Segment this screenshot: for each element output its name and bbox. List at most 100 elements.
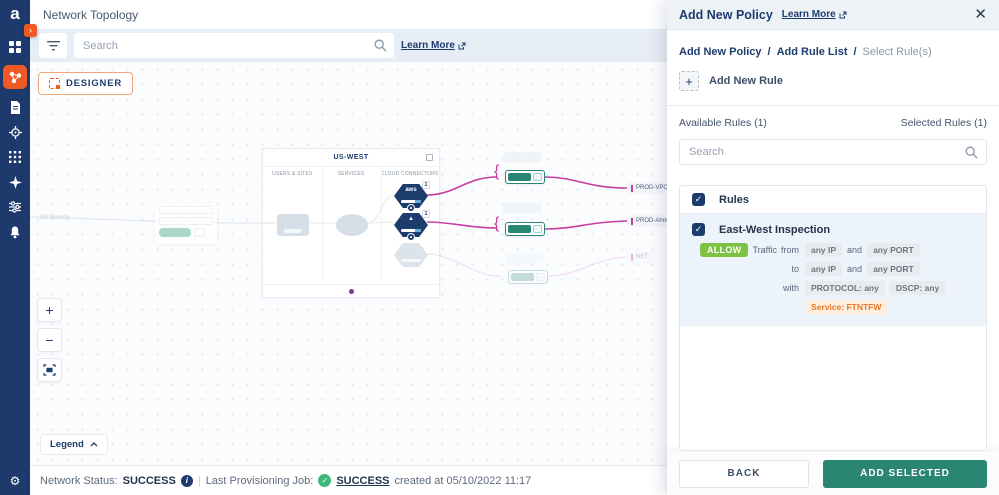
provisioning-job-label: Last Provisioning Job:	[205, 474, 314, 487]
designer-button[interactable]: DESIGNER	[38, 72, 134, 95]
rule-card-east-west-inspection[interactable]: ✓ East-West Inspection ALLOW Traffic fro…	[680, 214, 986, 326]
column-users-sites: USERS & SITES	[272, 171, 313, 177]
link-policy-badge[interactable]	[505, 170, 545, 184]
select-all-checkbox[interactable]: ✓	[692, 193, 705, 206]
faded-link-policy-badge	[508, 270, 548, 284]
vpc-label-text: PROD-Ahmed...	[636, 218, 680, 224]
faded-link-label	[506, 253, 544, 263]
search-icon	[374, 39, 387, 52]
gear-icon: ⚙	[9, 474, 21, 488]
close-icon: ✕	[974, 6, 987, 23]
sidebar: a	[0, 0, 30, 495]
add-new-policy-panel: Add New Policy Learn More ✕ Add New Poli…	[667, 0, 999, 495]
link-policy-badge-count	[536, 273, 545, 281]
column-services: SERVICES	[337, 171, 365, 177]
rule-card-top: ✓ East-West Inspection	[692, 223, 974, 236]
sidebar-item-settings-sliders[interactable]	[4, 200, 26, 214]
legend-button[interactable]: Legend	[40, 434, 108, 455]
document-icon	[10, 100, 20, 114]
external-link-icon	[458, 42, 466, 49]
src-ip-chip: any IP	[805, 243, 843, 257]
users-sites-node[interactable]	[277, 214, 309, 236]
azure-node-progressbar	[401, 228, 421, 232]
vpc-label-text: PROD-VPC-A...	[636, 185, 679, 191]
link-brace-icon: {	[494, 163, 500, 180]
azure-connector-node[interactable]: ▲ 1	[394, 210, 430, 241]
legend-label: Legend	[50, 439, 84, 450]
sidebar-item-notifications[interactable]	[4, 225, 26, 239]
region-pagination-dot[interactable]	[348, 288, 354, 294]
add-selected-button[interactable]: ADD SELECTED	[823, 459, 987, 488]
search-box	[74, 33, 394, 58]
external-link-icon	[839, 11, 847, 18]
breadcrumb-add-new-policy[interactable]: Add New Policy	[679, 46, 762, 58]
panel-learn-more-link[interactable]: Learn More	[782, 9, 847, 20]
azure-node-count-badge: 1	[422, 210, 430, 218]
breadcrumb-separator: /	[767, 46, 771, 58]
grid-icon	[9, 151, 21, 163]
provisioning-job-created: created at 05/10/2022 11:17	[394, 474, 532, 487]
learn-more-link[interactable]: Learn More	[401, 40, 466, 51]
rules-list-header: ✓ Rules	[680, 186, 986, 214]
link-policy-badge-fill	[508, 225, 532, 233]
fit-to-screen-button[interactable]	[37, 358, 62, 382]
panel-title: Add New Policy	[679, 7, 773, 22]
zoom-out-button[interactable]: −	[37, 328, 62, 352]
faded-node-popover[interactable]	[155, 203, 217, 244]
aws-connector-node[interactable]: aws 1	[394, 181, 430, 212]
sidebar-expand-button[interactable]: ›	[24, 24, 37, 37]
chevron-right-icon: ›	[29, 25, 32, 35]
link-policy-badge[interactable]	[505, 222, 545, 236]
info-icon[interactable]: i	[180, 474, 193, 487]
allow-badge: ALLOW	[699, 243, 749, 257]
panel-footer: BACK ADD SELECTED	[667, 452, 999, 495]
rules-counts-row: Available Rules (1) Selected Rules (1)	[679, 117, 987, 129]
link-policy-badge-count	[533, 225, 542, 233]
services-node[interactable]	[336, 214, 368, 236]
sidebar-settings-gear[interactable]: ⚙	[0, 474, 30, 488]
rule-checkbox[interactable]: ✓	[692, 223, 705, 236]
panel-header: Add New Policy Learn More ✕	[667, 0, 999, 30]
sidebar-item-apps[interactable]	[4, 150, 26, 164]
sidebar-item-copilot[interactable]	[4, 175, 26, 189]
designer-pencil-icon	[49, 78, 60, 89]
region-header: US-WEST	[263, 149, 439, 167]
link-policy-badge-fill	[511, 273, 535, 281]
designer-label: DESIGNER	[66, 78, 123, 89]
zoom-in-button[interactable]: +	[37, 298, 62, 322]
aws-node-progressbar	[401, 199, 421, 203]
faded-popover-row	[159, 206, 213, 214]
link-policy-badge-fill	[508, 173, 532, 181]
region-footer	[263, 284, 439, 297]
faded-connector-node[interactable]	[394, 243, 428, 267]
dashboard-icon	[9, 41, 21, 53]
region-column-headers: USERS & SITES SERVICES CLOUD CONNECTORS	[263, 171, 439, 177]
rule-detail: ALLOW Traffic from any IP and any PORT t…	[699, 243, 974, 314]
close-panel-button[interactable]: ✕	[974, 7, 987, 22]
sidebar-item-dashboard[interactable]	[4, 40, 26, 54]
filter-button[interactable]	[39, 33, 67, 58]
panel-learn-more-label: Learn More	[781, 9, 836, 20]
region-settings-icon[interactable]	[426, 154, 433, 161]
sliders-icon	[9, 201, 21, 213]
minus-icon: −	[45, 332, 54, 348]
us-branch-label: US Branch	[40, 215, 70, 221]
sidebar-item-documents[interactable]	[4, 100, 26, 114]
provisioning-job-status-link[interactable]: SUCCESS	[336, 474, 390, 487]
filter-icon	[46, 40, 60, 50]
service-chip: Service: FTNTFW	[805, 300, 888, 314]
sidebar-item-diagnostics[interactable]	[4, 125, 26, 139]
learn-more-label: Learn More	[401, 40, 455, 51]
search-input[interactable]	[74, 33, 394, 58]
sidebar-item-topology[interactable]	[3, 65, 27, 89]
network-status-label: Network Status:	[40, 474, 118, 487]
rules-search-input[interactable]	[680, 140, 986, 164]
back-button[interactable]: BACK	[679, 459, 809, 488]
faded-link-label	[503, 203, 541, 213]
faded-popover-row	[159, 217, 213, 225]
region-us-west[interactable]: US-WEST USERS & SITES SERVICES CLOUD CON…	[262, 148, 440, 298]
add-new-rule-button[interactable]: + Add New Rule	[679, 71, 987, 91]
breadcrumb-add-rule-list[interactable]: Add Rule List	[776, 46, 848, 58]
app-logo[interactable]: a	[10, 4, 20, 23]
